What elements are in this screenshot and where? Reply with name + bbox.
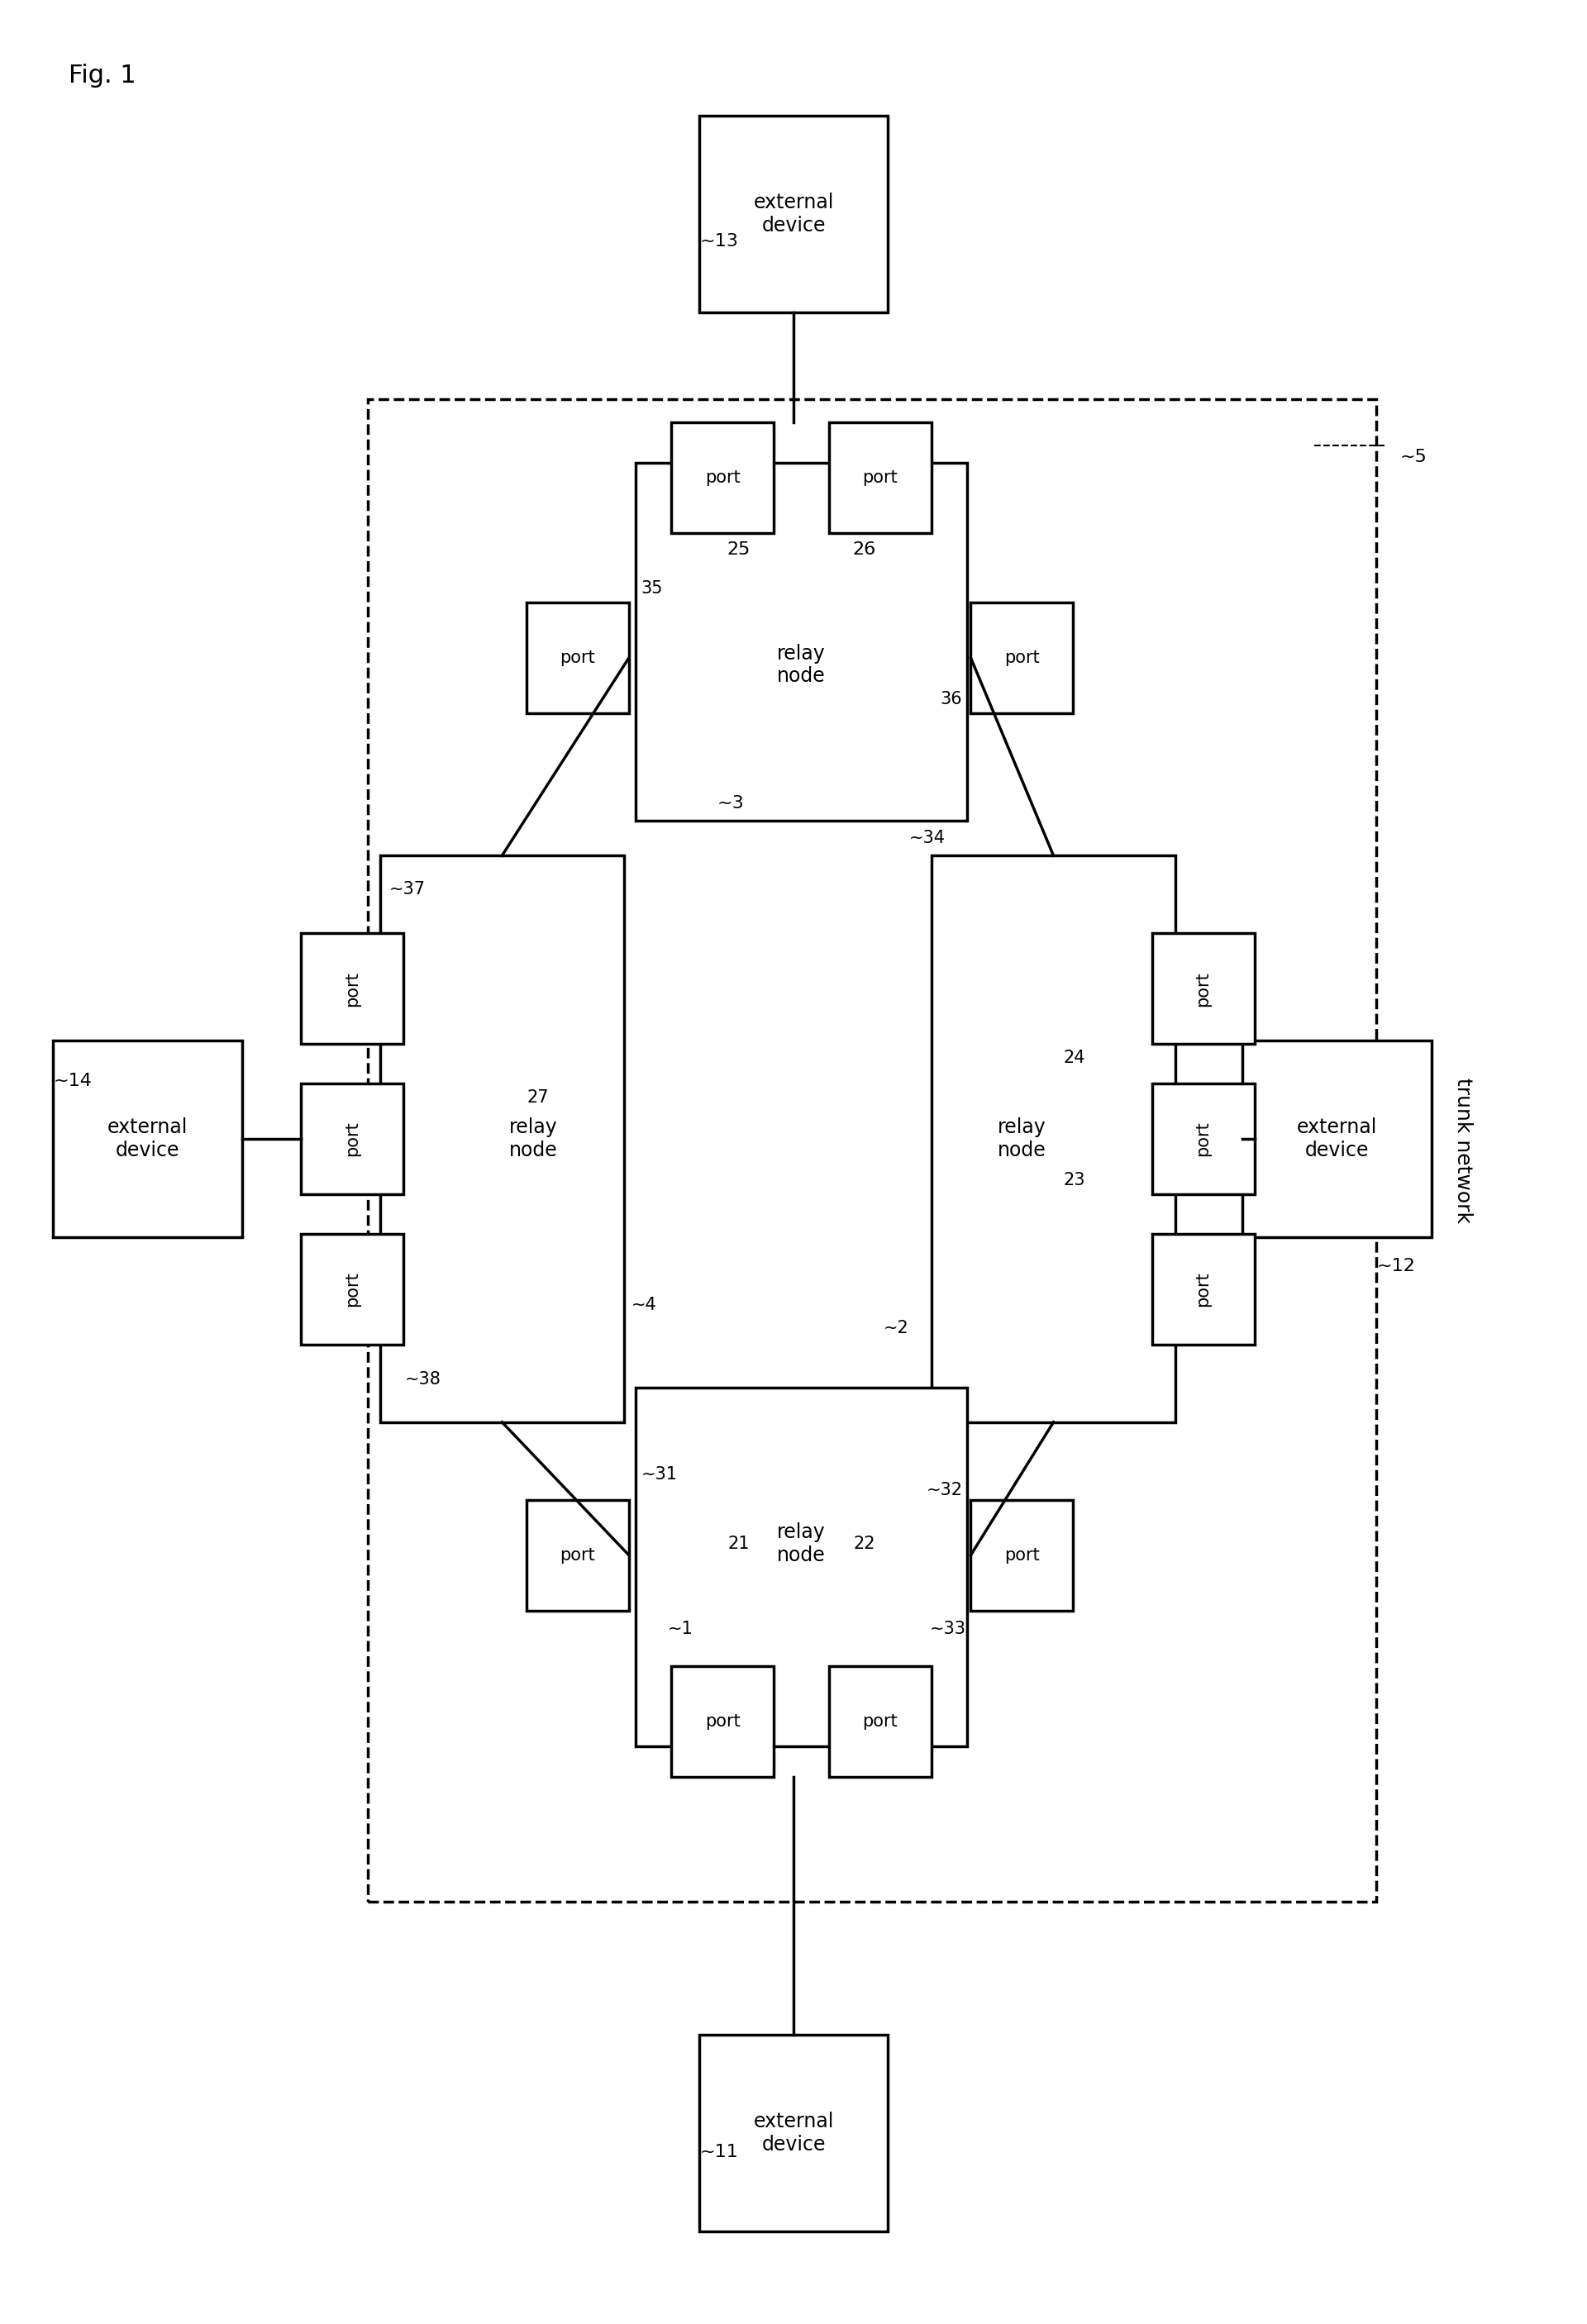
Bar (52, 1041, 243, 1236)
Text: relay
node: relay node (778, 1522, 825, 1564)
Text: relay
node: relay node (509, 1118, 557, 1160)
Text: external
device: external device (108, 1118, 187, 1160)
Text: ~31: ~31 (641, 1466, 678, 1483)
Text: ~4: ~4 (632, 1297, 657, 1313)
Bar (671, 1666, 774, 1778)
Text: port: port (560, 1548, 595, 1564)
Bar (379, 855, 624, 1422)
Text: ~14: ~14 (54, 1074, 92, 1090)
Text: ~38: ~38 (405, 1371, 441, 1387)
Text: ~32: ~32 (927, 1483, 963, 1499)
Bar (636, 462, 966, 820)
Text: 22: 22 (854, 1536, 876, 1552)
Text: 26: 26 (852, 541, 876, 558)
Text: ~34: ~34 (909, 830, 946, 846)
Bar (368, 400, 1376, 1901)
Text: port: port (1005, 651, 1039, 667)
Text: relay
node: relay node (998, 1118, 1046, 1160)
Bar (302, 1083, 403, 1195)
Text: ~11: ~11 (700, 2143, 738, 2159)
Bar (302, 932, 403, 1043)
Text: trunk network: trunk network (1454, 1078, 1473, 1222)
Bar (971, 602, 1073, 713)
Text: port: port (1195, 1120, 1211, 1157)
Bar (527, 602, 628, 713)
Text: external
device: external device (754, 2113, 833, 2154)
Text: 25: 25 (727, 541, 751, 558)
Text: ~33: ~33 (930, 1620, 966, 1638)
Text: port: port (1195, 1271, 1211, 1306)
Text: 27: 27 (527, 1090, 549, 1106)
Bar (828, 423, 932, 532)
Text: port: port (1005, 1548, 1039, 1564)
Text: ~5: ~5 (1400, 449, 1427, 465)
Text: ~37: ~37 (389, 881, 425, 897)
Text: port: port (1195, 971, 1211, 1006)
Text: port: port (862, 469, 898, 486)
Text: ~2: ~2 (884, 1320, 909, 1336)
Text: 24: 24 (1063, 1050, 1086, 1067)
Text: external
device: external device (1297, 1118, 1378, 1160)
Bar (698, 116, 889, 311)
Text: relay
node: relay node (778, 644, 825, 686)
Bar (932, 855, 1176, 1422)
Text: port: port (705, 1713, 740, 1729)
Text: port: port (705, 469, 740, 486)
Bar (527, 1499, 628, 1611)
Text: ~12: ~12 (1376, 1257, 1416, 1274)
Text: port: port (560, 651, 595, 667)
Text: ~3: ~3 (717, 795, 744, 811)
Text: port: port (862, 1713, 898, 1729)
Text: Fig. 1: Fig. 1 (68, 63, 136, 88)
Text: port: port (344, 1120, 360, 1157)
Bar (302, 1234, 403, 1346)
Text: 21: 21 (727, 1536, 749, 1552)
Text: external
device: external device (754, 193, 833, 235)
Text: ~13: ~13 (700, 232, 738, 251)
Text: 35: 35 (641, 581, 663, 597)
Bar (1152, 932, 1254, 1043)
Bar (828, 1666, 932, 1778)
Bar (1152, 1083, 1254, 1195)
Text: ~1: ~1 (668, 1620, 694, 1638)
Text: port: port (344, 1271, 360, 1306)
Bar (1243, 1041, 1431, 1236)
Bar (971, 1499, 1073, 1611)
Bar (636, 1387, 966, 1745)
Bar (671, 423, 774, 532)
Text: port: port (344, 971, 360, 1006)
Text: 36: 36 (940, 690, 962, 709)
Text: 23: 23 (1063, 1171, 1086, 1190)
Bar (1152, 1234, 1254, 1346)
Bar (698, 2036, 889, 2231)
